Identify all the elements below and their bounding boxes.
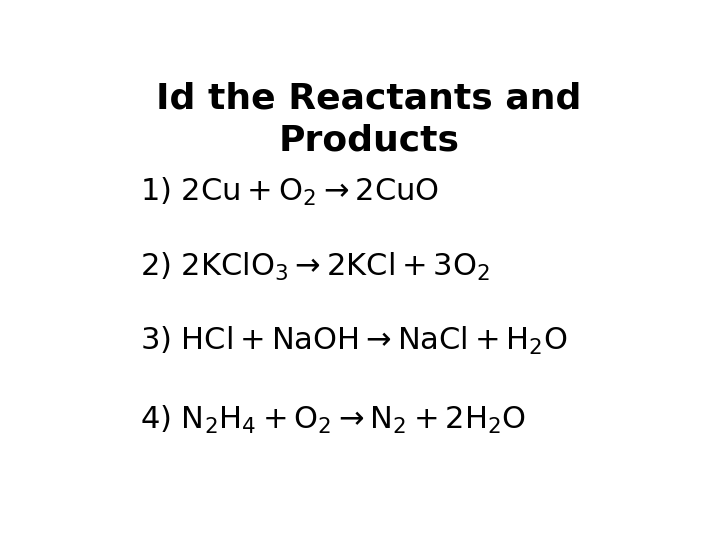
Text: 4) $\mathregular{N_2H_4 + O_2 \rightarrow N_2 + 2H_2O}$: 4) $\mathregular{N_2H_4 + O_2 \rightarro… <box>140 404 526 436</box>
Text: 1) $\mathregular{2Cu + O_2 \rightarrow 2CuO}$: 1) $\mathregular{2Cu + O_2 \rightarrow 2… <box>140 176 439 208</box>
Text: 2) $\mathregular{2KClO_3 \rightarrow 2KCl + 3O_2}$: 2) $\mathregular{2KClO_3 \rightarrow 2KC… <box>140 251 490 282</box>
Text: 3) $\mathregular{HCl + NaOH \rightarrow NaCl + H_2O}$: 3) $\mathregular{HCl + NaOH \rightarrow … <box>140 325 568 357</box>
Text: Id the Reactants and
Products: Id the Reactants and Products <box>156 82 582 158</box>
